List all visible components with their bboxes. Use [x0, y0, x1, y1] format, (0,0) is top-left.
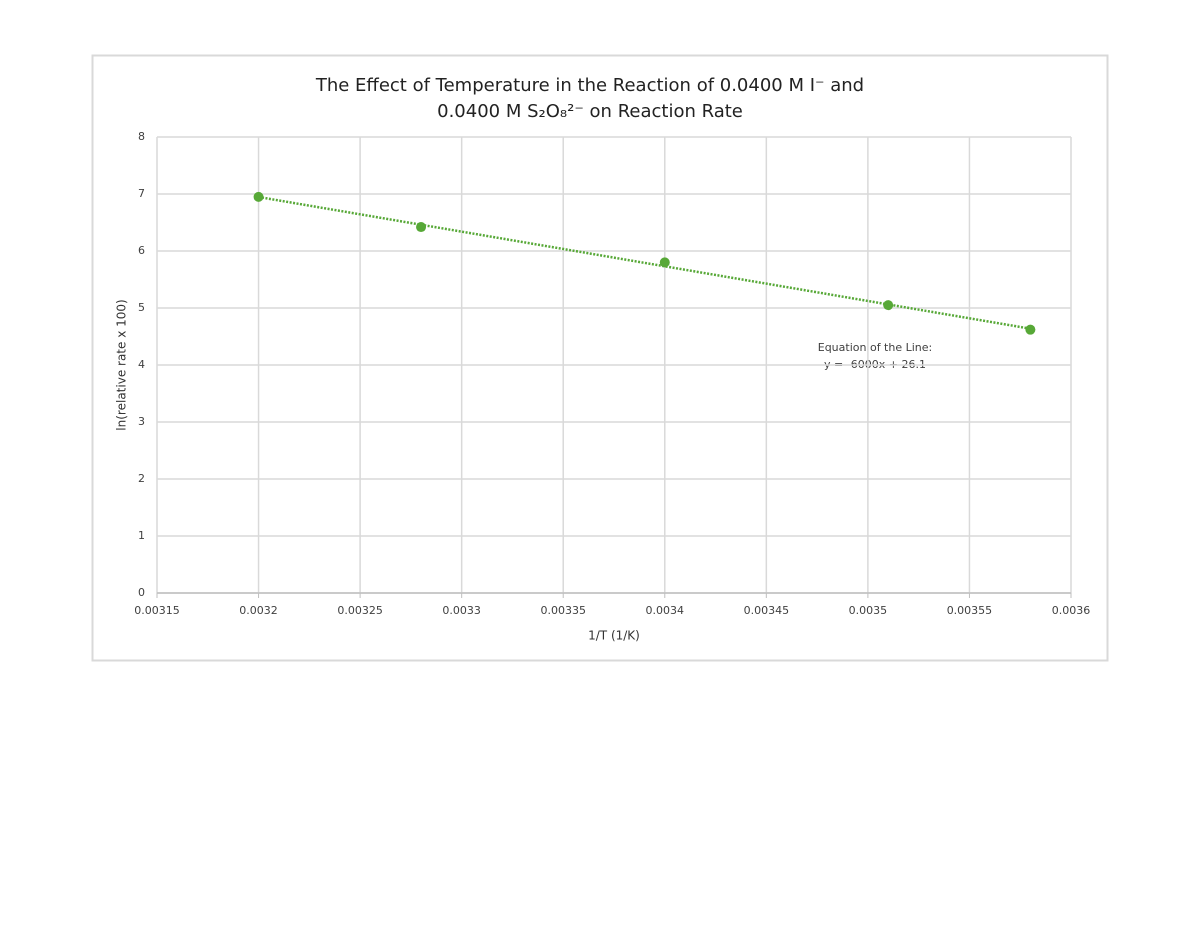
x-tick-label: 0.00335 [540, 604, 586, 617]
chart-title: The Effect of Temperature in the Reactio… [315, 75, 864, 96]
y-tick-label: 0 [138, 586, 145, 599]
data-point [883, 300, 894, 311]
y-tick-label: 1 [138, 529, 145, 542]
y-tick-label: 5 [138, 301, 145, 314]
x-axis-label: 1/T (1/K) [588, 629, 640, 643]
data-point [1025, 324, 1036, 335]
x-tick-label: 0.0032 [239, 604, 278, 617]
y-tick-label: 6 [138, 244, 145, 257]
chart-frame [91, 54, 1109, 662]
y-tick-label: 3 [138, 415, 145, 428]
data-point [416, 222, 427, 233]
y-tick-label: 8 [138, 130, 145, 143]
y-tick-label: 2 [138, 472, 145, 485]
x-tick-label: 0.00315 [134, 604, 180, 617]
x-tick-label: 0.0034 [646, 604, 685, 617]
trendline [258, 195, 1031, 330]
x-tick-label: 0.00355 [947, 604, 993, 617]
annotation: Equation of the Line: [818, 341, 933, 354]
x-tick-label: 0.00325 [337, 604, 383, 617]
chart-title: 0.0400 M S₂O₈²⁻ on Reaction Rate [437, 101, 743, 122]
x-tick-label: 0.0035 [849, 604, 888, 617]
x-tick-label: 0.00345 [744, 604, 790, 617]
x-tick-label: 0.0033 [442, 604, 481, 617]
data-point [253, 191, 264, 202]
y-axis-label: ln(relative rate x 100) [115, 299, 129, 430]
y-tick-label: 4 [138, 358, 145, 371]
x-tick-label: 0.0036 [1052, 604, 1091, 617]
y-tick-label: 7 [138, 187, 145, 200]
data-point [659, 257, 670, 268]
